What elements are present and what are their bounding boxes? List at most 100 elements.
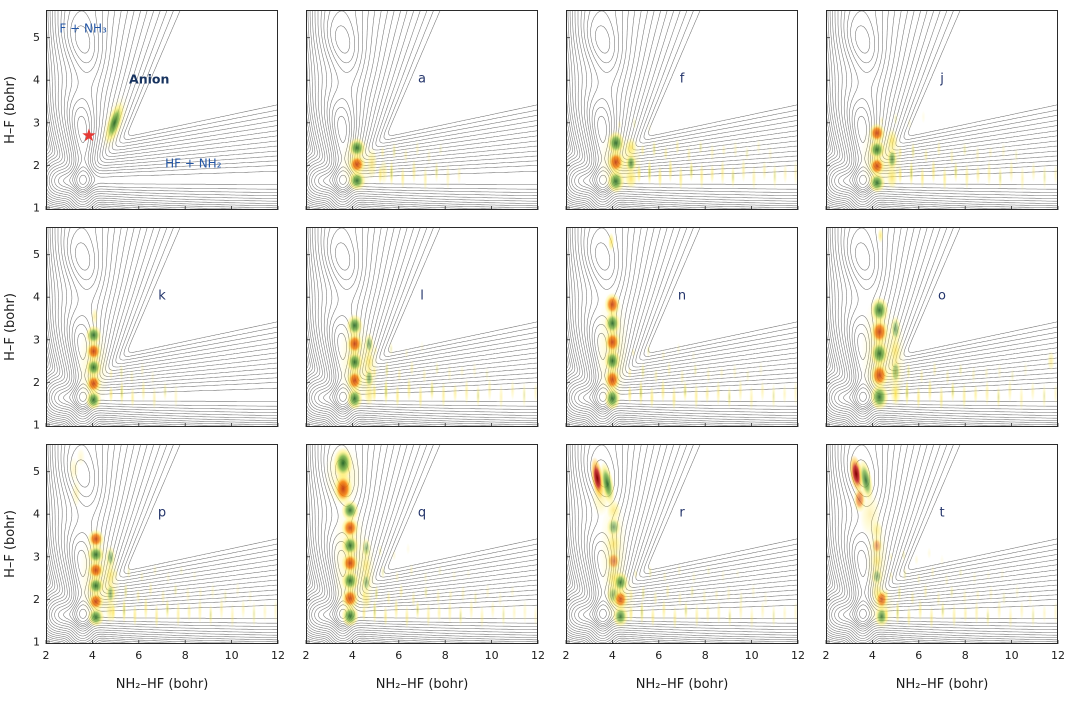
density-lobe	[650, 605, 655, 628]
density-lobe	[760, 600, 765, 621]
density-lobe	[627, 384, 632, 404]
density-lobe	[606, 550, 621, 572]
density-lobe	[1053, 383, 1058, 405]
density-lobe	[1014, 149, 1018, 161]
density-lobe	[439, 144, 443, 155]
density-lobe	[932, 360, 937, 378]
density-lobe	[87, 544, 105, 565]
panel-t: t	[825, 444, 1059, 644]
density-lobe	[452, 568, 457, 584]
density-lobe	[731, 168, 735, 186]
density-lobe	[746, 370, 750, 382]
density-lobe	[975, 164, 981, 185]
density-lobe	[476, 387, 480, 405]
density-lobe	[460, 584, 466, 603]
density-lobe	[139, 570, 144, 583]
density-lobe	[209, 606, 213, 624]
x-tick-label: 2	[303, 649, 310, 662]
density-lobe	[341, 517, 359, 539]
density-lobe	[720, 158, 725, 187]
y-tick-label: 1	[33, 635, 40, 648]
density-lobe	[392, 144, 396, 158]
density-lobe	[950, 586, 954, 598]
density-lobe	[660, 377, 666, 404]
density-lobe	[927, 547, 932, 560]
density-lobe	[661, 349, 666, 362]
density-lobe	[91, 307, 99, 325]
density-lobe	[1023, 360, 1028, 378]
density-lobe	[793, 379, 798, 407]
density-lobe	[108, 385, 114, 404]
density-lobe	[136, 588, 141, 604]
panel-annotation: HF + NH₂	[165, 156, 222, 170]
density-lobe	[939, 554, 945, 567]
density-lobe	[716, 379, 721, 407]
density-lobe	[85, 325, 102, 346]
density-lobe	[372, 365, 377, 379]
density-lobe	[437, 603, 442, 623]
x-tick-label: 12	[271, 649, 285, 662]
density-lobe	[653, 590, 658, 606]
density-lobe	[997, 598, 1002, 622]
density-lobe	[741, 157, 746, 183]
density-lobe	[921, 110, 926, 124]
density-lobe	[763, 589, 768, 608]
density-lobe	[984, 366, 989, 380]
density-lobe	[952, 602, 957, 629]
density-lobe	[783, 162, 788, 184]
density-lobe	[672, 605, 677, 630]
density-lobe	[472, 361, 477, 380]
density-lobe	[931, 158, 936, 184]
density-lobe	[1042, 386, 1046, 406]
density-lobe	[648, 162, 651, 182]
density-lobe	[466, 568, 471, 579]
density-lobe	[868, 172, 886, 193]
density-lobe	[628, 604, 634, 623]
density-lobe	[409, 359, 414, 377]
density-lobe	[707, 566, 710, 575]
density-lobe	[512, 602, 517, 623]
density-lobe	[683, 383, 687, 399]
panel-border	[566, 10, 798, 210]
density-lobe	[533, 382, 538, 404]
density-lobe	[105, 564, 116, 587]
density-lobe	[173, 382, 178, 410]
y-tick-label: 3	[33, 333, 40, 346]
density-lobe	[1019, 384, 1024, 412]
y-tick-label: 2	[33, 159, 40, 172]
density-lobe	[604, 311, 621, 335]
x-tick-label: 12	[531, 649, 545, 662]
density-lobe	[459, 607, 463, 624]
x-tick-label: 8	[702, 649, 709, 662]
density-lobe	[631, 347, 636, 358]
density-lobe	[418, 383, 423, 410]
density-lobe	[699, 142, 703, 153]
density-lobe	[85, 389, 102, 410]
panel-label: j	[939, 71, 944, 86]
density-lobe	[612, 588, 629, 610]
x-tick-label: 12	[1051, 649, 1065, 662]
x-tick-label: 10	[1005, 649, 1019, 662]
density-lobe	[625, 137, 637, 158]
x-tick-label: 12	[791, 649, 805, 662]
density-lobe	[871, 551, 883, 571]
density-lobe	[871, 536, 883, 556]
density-lobe	[87, 529, 105, 549]
density-lobe	[871, 566, 883, 586]
density-lobe	[373, 602, 377, 621]
density-lobe	[411, 158, 417, 184]
density-lobe	[691, 570, 696, 585]
density-lobe	[179, 566, 183, 575]
x-tick-label: 10	[225, 649, 239, 662]
density-lobe	[361, 588, 367, 602]
density-lobe	[702, 587, 707, 607]
panel-border	[46, 10, 278, 210]
density-lobe	[346, 369, 363, 392]
density-lobe	[435, 163, 439, 180]
density-lobe	[130, 386, 135, 409]
density-lobe	[890, 337, 901, 364]
density-lobe	[633, 568, 638, 579]
y-tick-label: 4	[33, 74, 40, 87]
density-lobe	[974, 599, 979, 626]
